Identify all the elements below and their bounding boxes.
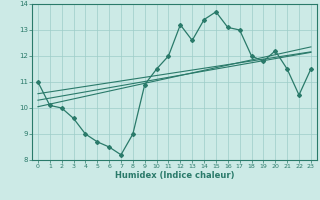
X-axis label: Humidex (Indice chaleur): Humidex (Indice chaleur) bbox=[115, 171, 234, 180]
